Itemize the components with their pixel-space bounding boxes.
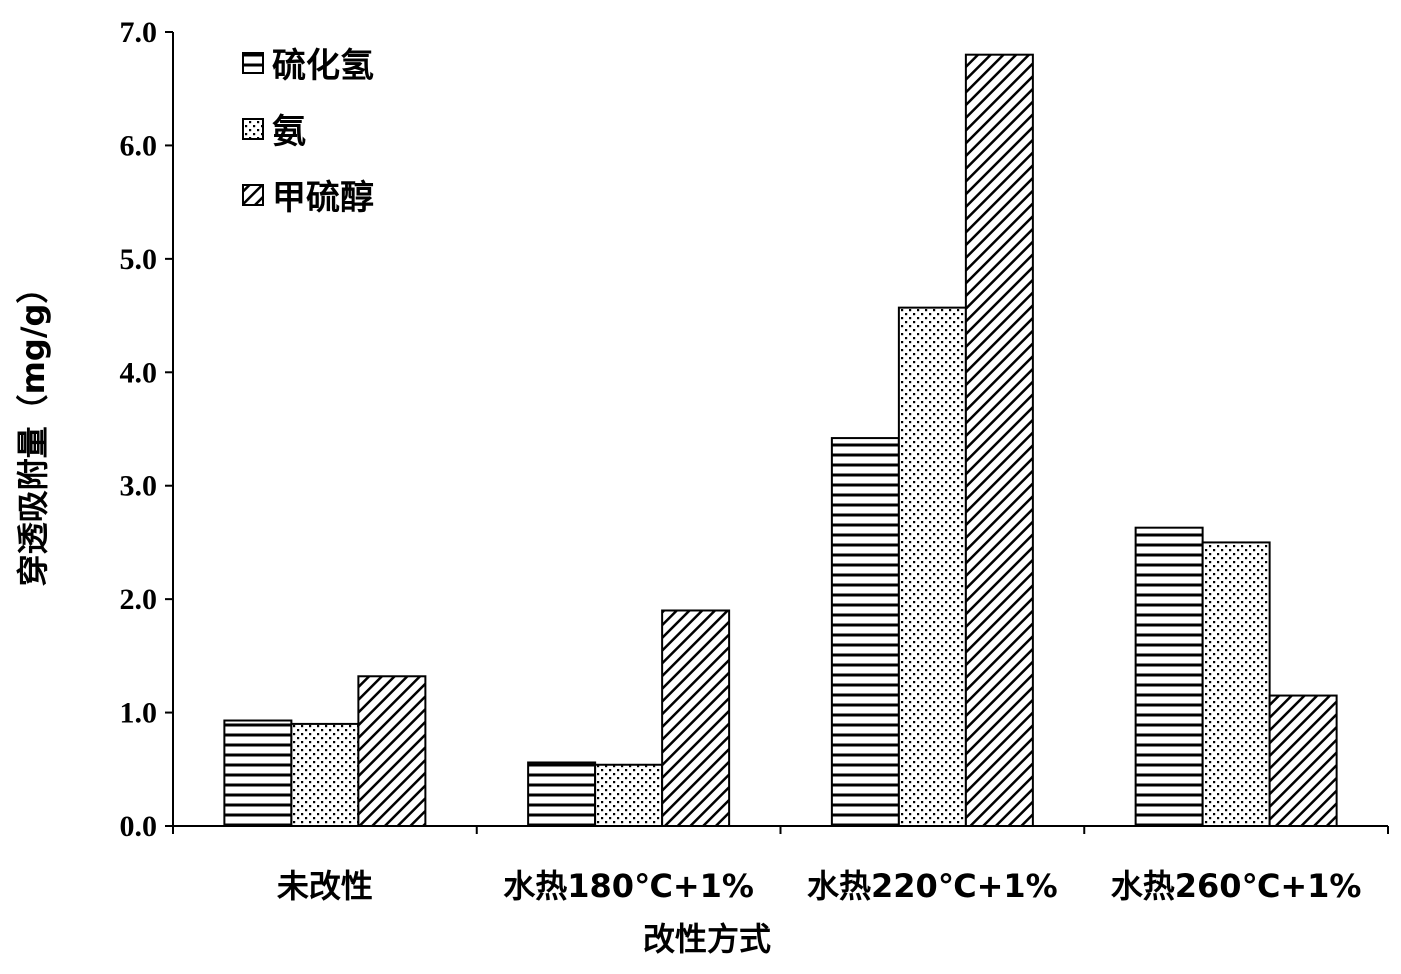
bar-dot: [1201, 541, 1271, 828]
legend-label: 氨: [272, 112, 306, 152]
legend-swatch-dot: [242, 118, 264, 140]
bar-h: [223, 719, 293, 827]
bar-h: [1134, 526, 1204, 827]
y-ticks-group: 0.0 1.0 2.0 3.0 4.0 5.0 6.0 7.0: [120, 16, 173, 843]
bar-diag: [357, 675, 427, 827]
y-axis-title: 穿透吸附量（mg/g）: [14, 272, 52, 587]
bar-dot: [290, 722, 360, 828]
x-axis-title: 改性方式: [643, 920, 771, 958]
bar-h: [830, 437, 900, 827]
bar-h: [527, 761, 597, 827]
y-tick-label: 6.0: [120, 129, 158, 162]
x-category-label: 未改性: [277, 867, 373, 905]
bar-diag: [1268, 694, 1338, 827]
legend-label: 甲硫醇: [272, 178, 374, 218]
bar-diag: [661, 609, 731, 827]
bar-diag: [964, 53, 1034, 827]
bars-group: [223, 53, 1338, 828]
y-tick-label: 2.0: [120, 583, 158, 616]
legend-swatch-diag: [242, 184, 264, 206]
y-tick-label: 5.0: [120, 243, 158, 276]
x-category-label: 水热260℃+1%: [1111, 867, 1362, 905]
x-category-label: 水热180℃+1%: [503, 867, 754, 905]
x-category-label: 水热220℃+1%: [807, 867, 1058, 905]
y-tick-label: 1.0: [120, 697, 158, 730]
y-tick-label: 4.0: [120, 356, 158, 389]
y-tick-label: 7.0: [120, 16, 158, 49]
legend-swatch-h: [242, 52, 264, 74]
y-tick-label: 0.0: [120, 810, 158, 843]
bar-dot: [594, 763, 664, 828]
x-ticks-group: 未改性 水热180℃+1% 水热220℃+1% 水热260℃+1%: [172, 826, 1389, 905]
legend-label: 硫化氢: [272, 46, 374, 86]
y-tick-label: 3.0: [120, 470, 158, 503]
bar-dot: [897, 306, 967, 828]
